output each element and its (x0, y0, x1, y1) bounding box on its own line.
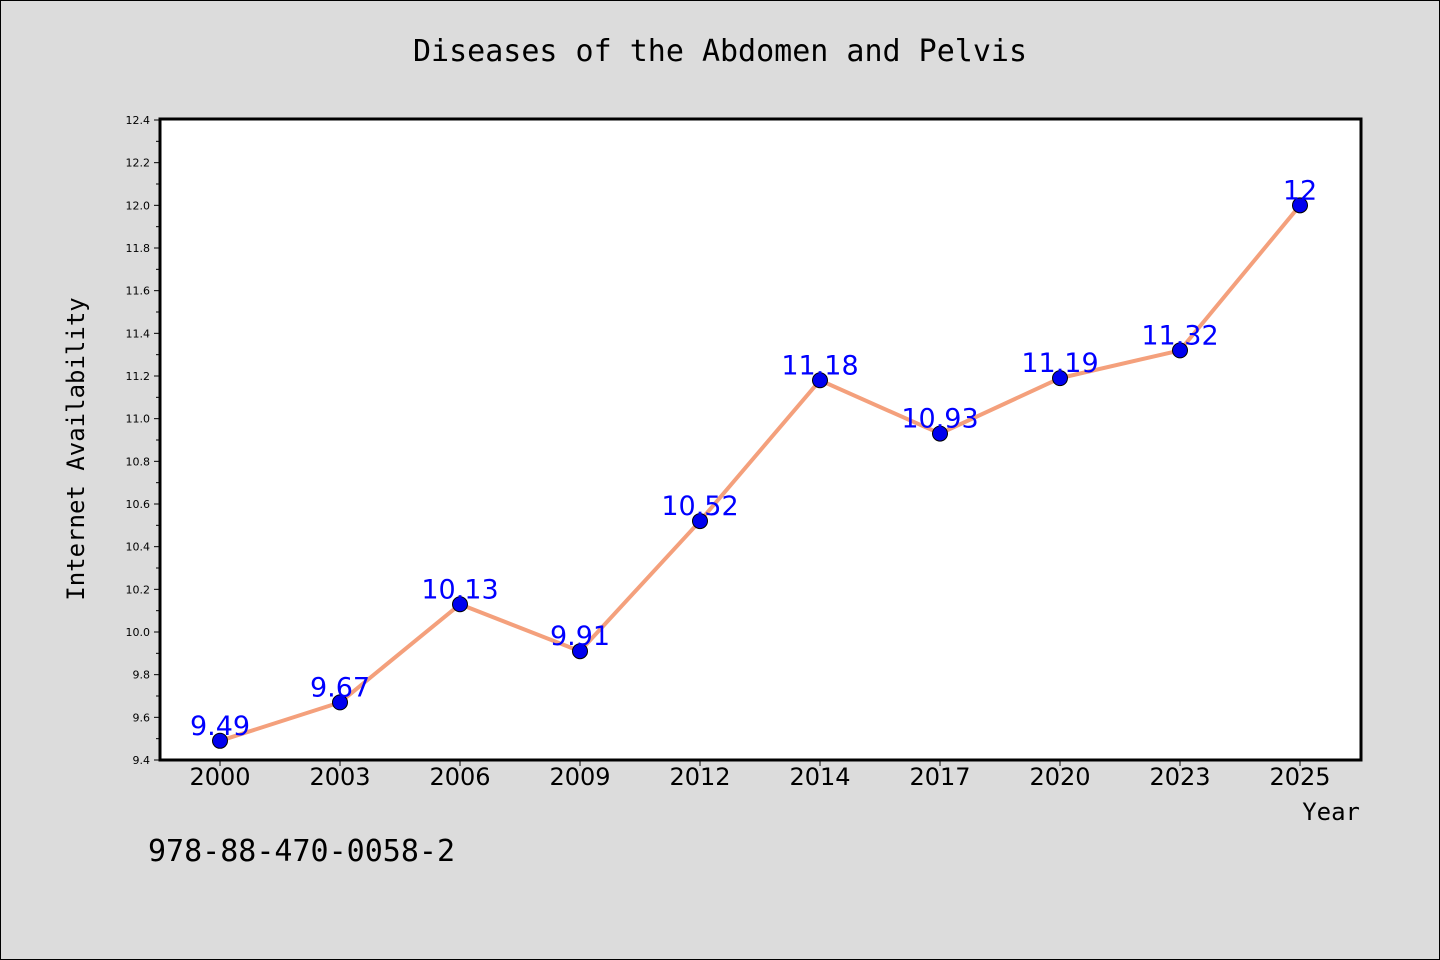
y-tick-label: 10.6 (126, 498, 151, 511)
y-tick-label: 11.2 (126, 370, 151, 383)
data-label: 11.32 (1141, 320, 1218, 351)
y-tick-label: 12.4 (126, 114, 151, 127)
data-point (452, 596, 468, 613)
data-label: 9.49 (190, 711, 250, 742)
y-tick-label: 11.0 (126, 413, 151, 426)
y-axis: 9.4 9.6 9.8 10.0 10.2 10.4 10.6 10.8 11.0 11.2 11.… (126, 114, 160, 767)
x-tick-label: 2012 (669, 763, 730, 791)
y-tick-label: 12.2 (126, 157, 151, 170)
data-label: 9.67 (310, 672, 370, 703)
x-tick-label: 2009 (549, 763, 610, 791)
y-tick-label: 11.4 (126, 327, 151, 340)
data-point (212, 732, 228, 749)
x-tick-label: 2003 (309, 763, 370, 791)
data-point (332, 694, 348, 711)
x-tick-label: 2023 (1149, 763, 1210, 791)
y-tick-label: 9.4 (133, 754, 151, 767)
y-tick-label: 11.6 (126, 285, 151, 298)
x-tick-label: 2025 (1269, 763, 1330, 791)
x-tick-label: 2017 (909, 763, 970, 791)
data-label: 10.93 (901, 404, 978, 435)
plot-area (158, 117, 1363, 762)
data-point (812, 372, 828, 389)
data-point (932, 425, 948, 442)
y-tick-label: 10.8 (126, 455, 151, 468)
data-point (1172, 342, 1188, 359)
y-tick-label: 10.0 (126, 626, 151, 639)
x-tick-label: 2006 (429, 763, 490, 791)
x-axis: 2000 2003 2006 2009 2012 2014 2017 2020 2023 2025 (189, 760, 1331, 791)
x-tick-label: 2020 (1029, 763, 1090, 791)
series-line (219, 204, 1302, 743)
y-tick-label: 11.8 (126, 242, 151, 255)
data-point (1052, 370, 1068, 387)
y-tick-label: 9.8 (133, 669, 151, 682)
data-label: 11.18 (781, 350, 858, 381)
x-axis-label: Year (1302, 798, 1360, 826)
y-tick-label: 9.6 (133, 711, 151, 724)
data-labels: 9.49 9.67 10.13 9.91 10.52 11.18 10.93 11.19 11.… (190, 175, 1317, 741)
y-tick-label: 10.2 (126, 583, 151, 596)
data-label: 9.91 (550, 621, 610, 652)
data-point (1292, 197, 1308, 214)
data-point (692, 513, 708, 530)
y-tick-label: 12.0 (126, 199, 151, 212)
y-axis-label: Internet Availability (62, 297, 90, 600)
data-label: 10.52 (661, 491, 738, 522)
data-label: 12 (1283, 175, 1317, 206)
y-tick-label: 10.4 (126, 541, 151, 554)
x-tick-label: 2014 (789, 763, 850, 791)
series-markers (212, 197, 1308, 749)
footer-code: 978-88-470-0058-2 (148, 834, 456, 869)
chart-title: Diseases of the Abdomen and Pelvis (412, 34, 1028, 69)
data-label: 10.13 (421, 574, 498, 605)
x-tick-label: 2000 (189, 763, 250, 791)
data-label: 11.19 (1021, 348, 1098, 379)
data-point (572, 643, 588, 660)
